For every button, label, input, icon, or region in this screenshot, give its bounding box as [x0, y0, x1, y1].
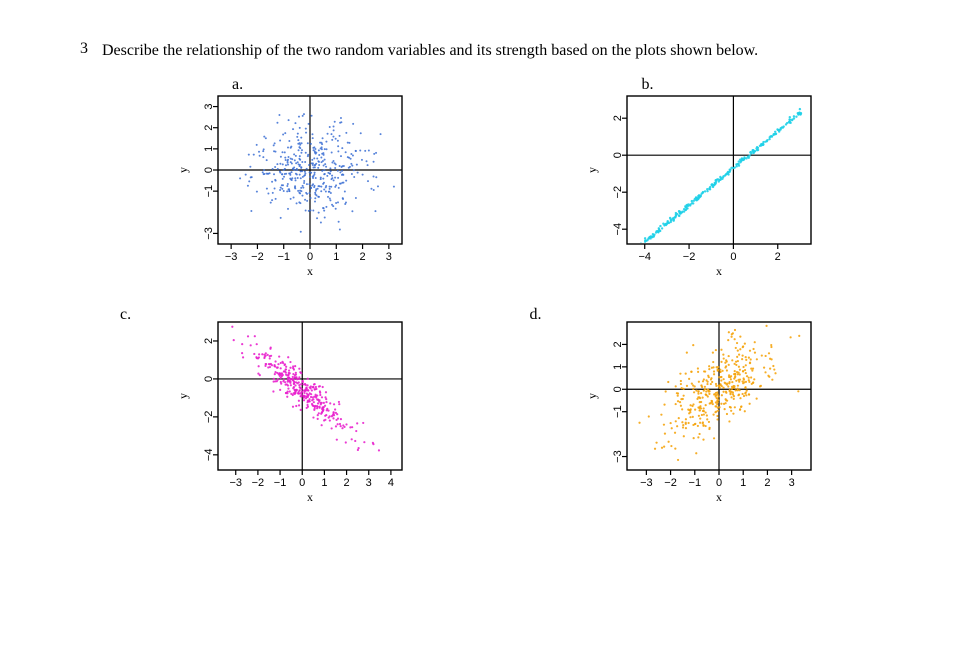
- svg-text:1: 1: [333, 251, 339, 263]
- svg-text:0: 0: [299, 477, 305, 489]
- svg-text:−3: −3: [203, 227, 215, 240]
- svg-text:0: 0: [731, 251, 737, 263]
- svg-text:x: x: [716, 490, 722, 504]
- svg-text:−1: −1: [689, 477, 702, 489]
- question-block: 3 Describe the relationship of the two r…: [80, 40, 889, 62]
- svg-text:2: 2: [359, 251, 365, 263]
- svg-text:2: 2: [765, 477, 771, 489]
- plot-cell-b: b. −4−202−4−202xy: [520, 80, 890, 280]
- svg-text:3: 3: [789, 477, 795, 489]
- svg-text:3: 3: [203, 103, 215, 109]
- svg-text:3: 3: [365, 477, 371, 489]
- question-number: 3: [80, 40, 88, 62]
- svg-text:2: 2: [343, 477, 349, 489]
- svg-text:4: 4: [388, 477, 394, 489]
- svg-text:−2: −2: [251, 477, 264, 489]
- scatter-plot-a: −3 −2 −1 0 1 2 3 −3 −1 0 1 2 3 x y: [170, 80, 420, 280]
- svg-text:y: y: [585, 393, 599, 399]
- svg-text:2: 2: [612, 115, 624, 121]
- plot-label-d: d.: [530, 306, 542, 324]
- svg-text:−2: −2: [251, 251, 264, 263]
- svg-text:x: x: [716, 264, 722, 278]
- svg-text:0: 0: [203, 375, 215, 381]
- plot-label-b: b.: [642, 76, 654, 94]
- plot-label-a: a.: [232, 76, 243, 94]
- svg-text:−1: −1: [274, 477, 287, 489]
- svg-text:0: 0: [307, 251, 313, 263]
- svg-text:−1: −1: [277, 251, 290, 263]
- svg-text:1: 1: [203, 145, 215, 151]
- svg-text:x: x: [307, 264, 313, 278]
- svg-text:2: 2: [612, 341, 624, 347]
- svg-text:y: y: [176, 393, 190, 399]
- svg-text:−4: −4: [639, 251, 652, 263]
- svg-text:x: x: [307, 490, 313, 504]
- svg-text:−3: −3: [225, 251, 238, 263]
- svg-text:y: y: [176, 167, 190, 173]
- scatter-plot-d: −3 −2 −1 0 1 2 3 −3 −1 0 1 2 x y: [579, 306, 829, 506]
- svg-text:1: 1: [321, 477, 327, 489]
- svg-text:−2: −2: [683, 251, 696, 263]
- svg-text:0: 0: [612, 386, 624, 392]
- svg-text:−3: −3: [612, 450, 624, 463]
- plot-cell-a: a. −3−2−10123−3−10123xy: [110, 80, 480, 280]
- svg-text:−2: −2: [665, 477, 678, 489]
- svg-text:−1: −1: [612, 405, 624, 418]
- svg-text:y: y: [585, 167, 599, 173]
- svg-text:1: 1: [740, 477, 746, 489]
- svg-text:3: 3: [386, 251, 392, 263]
- question-text: Describe the relationship of the two ran…: [102, 40, 758, 62]
- svg-text:−3: −3: [640, 477, 653, 489]
- svg-text:0: 0: [203, 167, 215, 173]
- svg-text:2: 2: [775, 251, 781, 263]
- plots-grid: a. −3−2−10123−3−10123xy b. −4−202−4−202x…: [110, 80, 889, 506]
- svg-text:−2: −2: [203, 410, 215, 423]
- svg-text:−1: −1: [203, 184, 215, 197]
- svg-text:2: 2: [203, 124, 215, 130]
- scatter-plot-b: −4 −2 0 2 −4 −2 0 2 x y: [579, 80, 829, 280]
- svg-text:1: 1: [612, 363, 624, 369]
- svg-text:0: 0: [716, 477, 722, 489]
- plot-cell-d: d. −3 −2 −1 0 1 2 3 −3 −1 0 1 2 x y: [520, 306, 890, 506]
- svg-text:−4: −4: [203, 448, 215, 461]
- scatter-plot-c: −3 −2 −1 0 1 2 3 4 −4 −2 0 2 x y: [170, 306, 420, 506]
- svg-text:−2: −2: [612, 186, 624, 199]
- svg-text:−4: −4: [612, 223, 624, 236]
- svg-text:−3: −3: [229, 477, 242, 489]
- svg-text:0: 0: [612, 152, 624, 158]
- plot-label-c: c.: [120, 306, 131, 324]
- plot-cell-c: c. −3 −2 −1 0 1 2 3 4 −4 −2 0 2 x y: [110, 306, 480, 506]
- svg-text:2: 2: [203, 338, 215, 344]
